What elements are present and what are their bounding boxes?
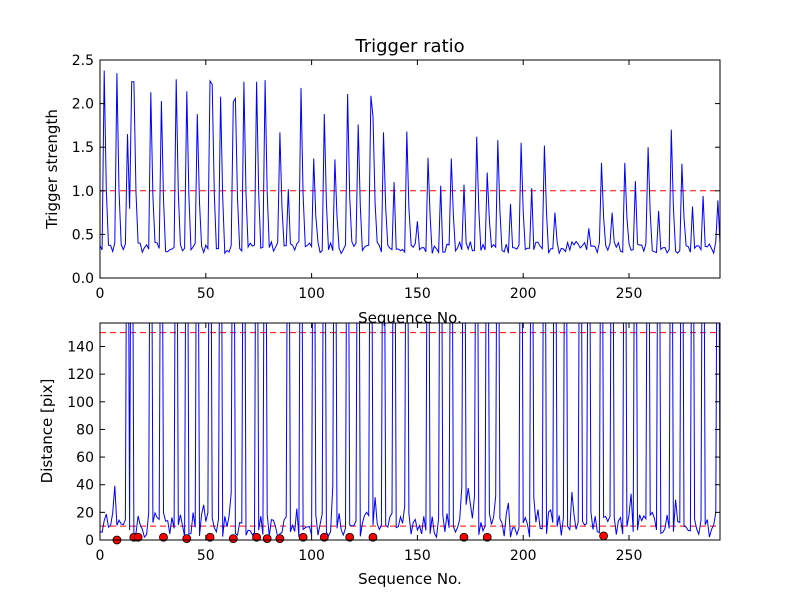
- bottom-plot-frame: [99, 322, 721, 541]
- bottom-plot-data: [100, 323, 720, 545]
- bottom-axis-ticks: 0 50 100 150 200 250 0 20 40 60 80 100 120 140: [67, 323, 720, 564]
- y-tick-label: 60: [76, 450, 94, 466]
- x-tick-label: 200: [510, 548, 537, 564]
- x-tick-label: 150: [404, 286, 431, 302]
- distance-panel: 0 50 100 150 200 250 0 20 40 60 80 100 120 140 Sequen…: [38, 322, 721, 588]
- detection-point: [252, 532, 261, 542]
- chart-title: Trigger ratio: [354, 36, 464, 57]
- trigger-strength-series: [99, 70, 721, 255]
- y-tick-label: 120: [67, 367, 94, 383]
- x-tick-label: 150: [404, 548, 431, 564]
- top-x-axis-label: Sequence No.: [358, 309, 462, 327]
- detection-point: [459, 532, 469, 542]
- detection-point: [275, 534, 285, 544]
- y-tick-label: 1.0: [72, 184, 94, 200]
- y-tick-label: 140: [67, 339, 94, 355]
- detection-point: [298, 532, 308, 542]
- x-tick-label: 100: [298, 286, 325, 302]
- detection-point: [482, 532, 492, 542]
- x-tick-label: 200: [510, 286, 537, 302]
- detection-point: [262, 534, 272, 544]
- y-tick-label: 2.5: [72, 53, 94, 69]
- detection-point: [133, 532, 143, 542]
- top-plot-frame: [99, 59, 721, 279]
- x-tick-label: 250: [616, 286, 643, 302]
- y-tick-label: 0.0: [72, 271, 94, 287]
- y-tick-label: 100: [67, 395, 94, 411]
- x-tick-label: 100: [298, 548, 325, 564]
- x-tick-label: 0: [96, 286, 105, 302]
- detection-point: [368, 532, 378, 542]
- top-y-axis-label: Trigger strength: [43, 109, 61, 230]
- detection-point: [182, 534, 192, 544]
- x-tick-label: 50: [197, 548, 215, 564]
- detection-point: [159, 532, 168, 542]
- x-tick-label: 0: [96, 548, 105, 564]
- detection-point: [319, 532, 329, 542]
- trigger-ratio-panel: Trigger ratio 0 50 100 150 200 250 0.0 0.5 1.0 1.…: [43, 36, 721, 327]
- distance-series: [100, 323, 720, 539]
- x-tick-label: 250: [616, 548, 643, 564]
- y-tick-label: 80: [76, 422, 94, 438]
- top-plot-data: [99, 70, 721, 255]
- detection-point: [345, 532, 355, 542]
- detection-point: [228, 534, 238, 544]
- y-tick-label: 0: [85, 533, 94, 549]
- bottom-x-axis-label: Sequence No.: [358, 570, 462, 588]
- y-tick-label: 2.0: [72, 97, 94, 113]
- top-axis-ticks: 0 50 100 150 200 250 0.0 0.5 1.0 1.5 2.0 2.5: [72, 53, 720, 302]
- bottom-clipped-group: [100, 323, 720, 539]
- y-tick-label: 1.5: [72, 140, 94, 156]
- y-tick-label: 40: [76, 478, 94, 494]
- detection-point: [599, 531, 609, 541]
- y-tick-label: 20: [76, 505, 94, 521]
- y-tick-label: 0.5: [72, 227, 94, 243]
- x-tick-label: 50: [197, 286, 215, 302]
- bottom-y-axis-label: Distance [pix]: [38, 379, 56, 484]
